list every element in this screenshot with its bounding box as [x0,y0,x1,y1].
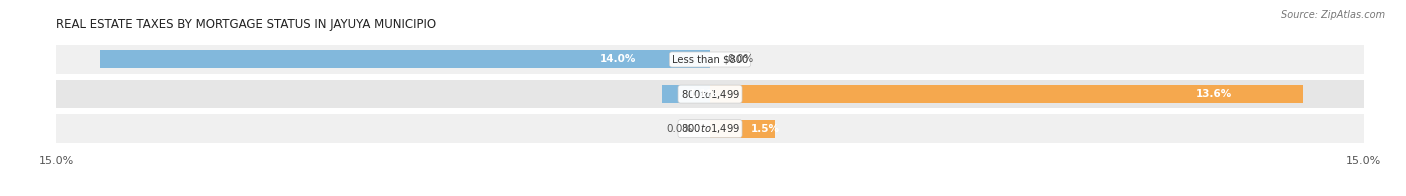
Text: Source: ZipAtlas.com: Source: ZipAtlas.com [1281,10,1385,20]
Bar [56,45,1364,74]
Text: Less than $800: Less than $800 [672,54,748,64]
Text: REAL ESTATE TAXES BY MORTGAGE STATUS IN JAYUYA MUNICIPIO: REAL ESTATE TAXES BY MORTGAGE STATUS IN … [56,18,436,31]
Text: 0.0%: 0.0% [727,54,754,64]
Bar [662,85,710,103]
Bar [100,51,710,68]
Text: 1.1%: 1.1% [689,89,717,99]
Bar [56,80,1364,108]
Bar [710,120,776,138]
Text: 0.0%: 0.0% [666,124,693,134]
Text: $800 to $1,499: $800 to $1,499 [681,88,740,101]
Text: 1.5%: 1.5% [751,124,780,134]
Text: 14.0%: 14.0% [600,54,637,64]
Bar [710,85,1303,103]
Text: $800 to $1,499: $800 to $1,499 [681,122,740,135]
Text: 13.6%: 13.6% [1195,89,1232,99]
Bar [56,114,1364,143]
